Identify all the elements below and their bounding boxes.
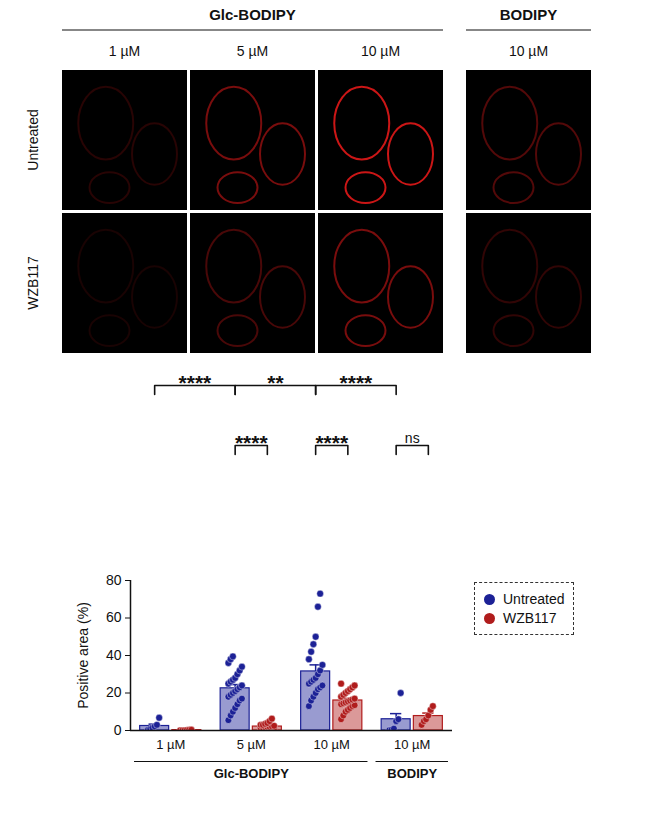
svg-text:5 µM: 5 µM: [237, 43, 268, 59]
svg-text:****: ****: [340, 371, 374, 394]
svg-text:****: ****: [315, 431, 349, 454]
html-text:WZB117: WZB117: [503, 610, 557, 626]
svg-text:10 µM: 10 µM: [394, 737, 430, 752]
svg-text:Glc-BODIPY: Glc-BODIPY: [214, 766, 289, 781]
svg-text:5 µM: 5 µM: [237, 737, 266, 752]
svg-text:Untreated: Untreated: [25, 109, 41, 170]
svg-text:1 µM: 1 µM: [109, 43, 140, 59]
svg-text:0: 0: [114, 722, 122, 738]
svg-text:Glc-BODIPY: Glc-BODIPY: [209, 6, 296, 23]
svg-text:20: 20: [106, 684, 122, 700]
svg-text:BODIPY: BODIPY: [387, 766, 437, 781]
svg-text:40: 40: [106, 647, 122, 663]
svg-text:**: **: [267, 371, 284, 394]
svg-text:****: ****: [179, 371, 213, 394]
svg-text:10 µM: 10 µM: [509, 43, 548, 59]
svg-text:Positive area (%): Positive area (%): [75, 602, 91, 709]
svg-text:10 µM: 10 µM: [314, 737, 350, 752]
html-text:Untreated: Untreated: [503, 591, 565, 607]
svg-text:ns: ns: [405, 430, 420, 446]
svg-text:60: 60: [106, 609, 122, 625]
svg-text:80: 80: [106, 572, 122, 588]
svg-text:BODIPY: BODIPY: [500, 6, 558, 23]
svg-text:1 µM: 1 µM: [156, 737, 185, 752]
svg-text:****: ****: [235, 431, 269, 454]
svg-text:WZB117: WZB117: [25, 256, 41, 310]
svg-text:10 µM: 10 µM: [361, 43, 400, 59]
